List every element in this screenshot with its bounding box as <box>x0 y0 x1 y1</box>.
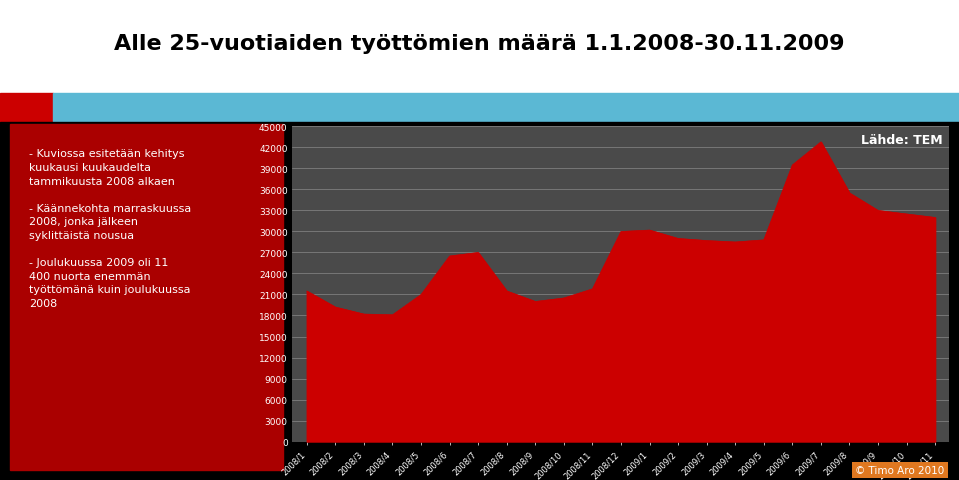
Text: © Timo Aro 2010: © Timo Aro 2010 <box>855 465 945 475</box>
Text: - Kuviossa esitetään kehitys
kuukausi kuukaudelta
tammikuusta 2008 alkaen

- Kää: - Kuviossa esitetään kehitys kuukausi ku… <box>29 149 191 308</box>
Text: Lähde: TEM: Lähde: TEM <box>861 133 943 146</box>
Text: Alle 25-vuotiaiden työttömien määrä 1.1.2008-30.11.2009: Alle 25-vuotiaiden työttömien määrä 1.1.… <box>114 34 845 54</box>
Bar <box>0 94 53 122</box>
